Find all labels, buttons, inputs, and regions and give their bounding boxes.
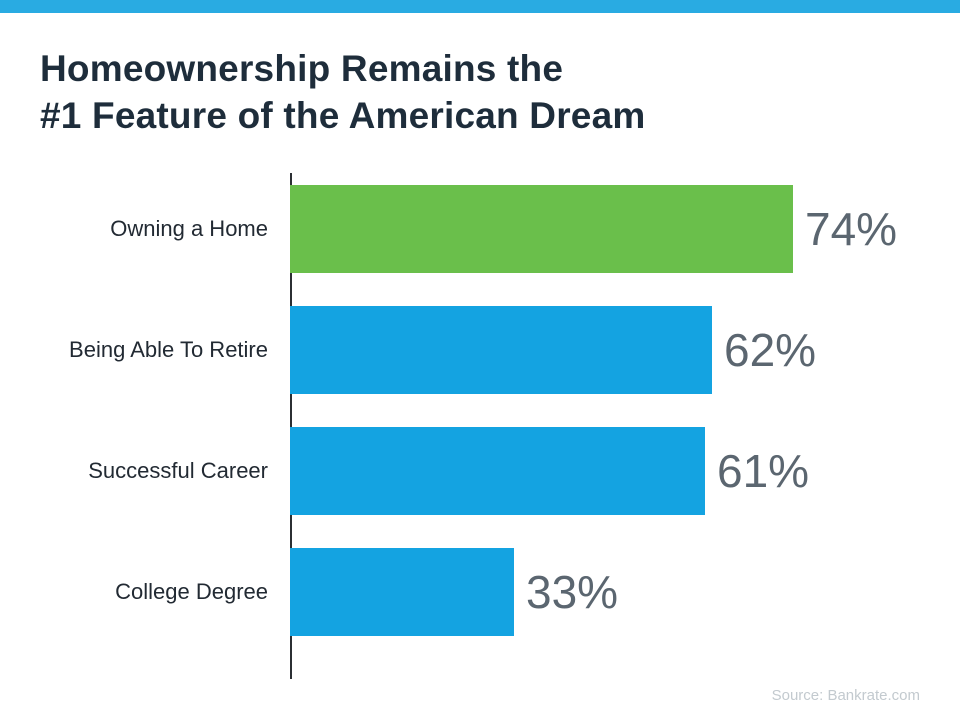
- chart-row: College Degree 33%: [0, 548, 960, 636]
- bar-area: 62%: [290, 306, 960, 394]
- category-label: Owning a Home: [110, 216, 268, 241]
- bar-area: 61%: [290, 427, 960, 515]
- bar: [290, 306, 712, 394]
- bar-area: 33%: [290, 548, 960, 636]
- category-label: College Degree: [115, 579, 268, 604]
- bar: [290, 427, 705, 515]
- y-axis-line: [290, 173, 292, 679]
- value-label: 61%: [717, 445, 810, 497]
- chart-row: Being Able To Retire 62%: [0, 306, 960, 394]
- bar-area: 74%: [290, 185, 960, 273]
- value-label: 62%: [724, 324, 817, 376]
- chart-row: Owning a Home 74%: [0, 185, 960, 273]
- category-label: Being Able To Retire: [69, 337, 268, 362]
- chart-rows: Owning a Home 74% Being Able To Retire 62% S…: [0, 185, 960, 636]
- page-title: Homeownership Remains the #1 Feature of …: [40, 48, 646, 137]
- bar: [290, 548, 514, 636]
- value-label: 33%: [526, 566, 619, 618]
- bar-chart: Owning a Home 74% Being Able To Retire 62% S…: [0, 173, 960, 679]
- category-label: Successful Career: [88, 458, 268, 483]
- source-attribution: Source: Bankrate.com: [771, 687, 920, 704]
- chart-row: Successful Career 61%: [0, 427, 960, 515]
- value-label: 74%: [805, 203, 898, 255]
- bar: [290, 185, 793, 273]
- top-accent-strip: [0, 0, 960, 13]
